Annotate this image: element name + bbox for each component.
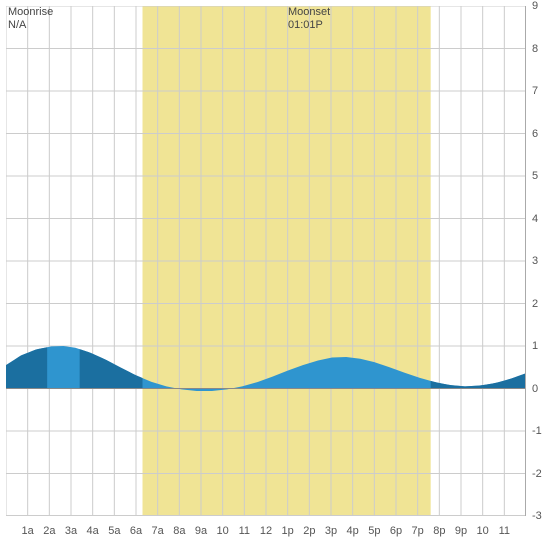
header-labels: Moonrise N/A Moonset 01:01P [6,6,544,34]
moonrise-value: N/A [8,19,53,32]
x-tick-label: 6p [390,525,402,537]
x-tick-label: 1p [282,525,294,537]
x-tick-label: 9a [195,525,207,537]
x-tick-label: 4a [87,525,99,537]
plot-svg [6,6,526,516]
tide-area-night [80,349,143,388]
tide-chart: Moonrise N/A Moonset 01:01P -3-2-1012345… [6,6,544,544]
x-tick-label: 8a [173,525,185,537]
y-tick-label: 6 [532,128,538,140]
x-tick-label: 10 [477,525,489,537]
moonset-block: Moonset 01:01P [288,6,330,32]
y-tick-label: 0 [532,383,538,395]
y-tick-label: 5 [532,170,538,182]
x-tick-label: 11 [499,525,510,537]
x-tick-label: 12 [260,525,272,537]
grid [6,6,526,516]
moonset-value: 01:01P [288,19,330,32]
y-tick-label: 1 [532,340,538,352]
plot-area [6,6,526,516]
y-tick-label: 3 [532,255,538,267]
moonset-title: Moonset [288,6,330,19]
y-tick-label: -2 [532,468,542,480]
x-tick-label: 11 [239,525,250,537]
y-tick-label: -3 [532,510,542,522]
y-tick-label: 7 [532,85,538,97]
y-tick-label: 2 [532,298,538,310]
y-axis: -3-2-10123456789 [528,6,546,516]
x-tick-label: 2p [303,525,315,537]
x-axis: 1a 2a 3a 4a 5a 6a 7a 8a 9a 10 11 12 1p 2p 3p 4p 5p 6p 7p 8p… [6,521,526,541]
y-tick-label: 4 [532,213,538,225]
tide-area-night [431,373,526,388]
moonrise-title: Moonrise [8,6,53,19]
x-tick-label: 4p [347,525,359,537]
x-tick-label: 9p [455,525,467,537]
x-tick-label: 3p [325,525,337,537]
tide-area-night [6,347,47,388]
moonrise-block: Moonrise N/A [8,6,53,32]
x-tick-label: 10 [217,525,229,537]
x-tick-label: 6a [130,525,142,537]
x-tick-label: 7a [152,525,164,537]
x-tick-label: 2a [43,525,55,537]
y-tick-label: 8 [532,43,538,55]
x-tick-label: 5p [368,525,380,537]
x-tick-label: 8p [433,525,445,537]
x-tick-label: 7p [412,525,424,537]
x-tick-label: 1a [22,525,34,537]
x-tick-label: 5a [108,525,120,537]
y-tick-label: -1 [532,425,542,437]
x-tick-label: 3a [65,525,77,537]
